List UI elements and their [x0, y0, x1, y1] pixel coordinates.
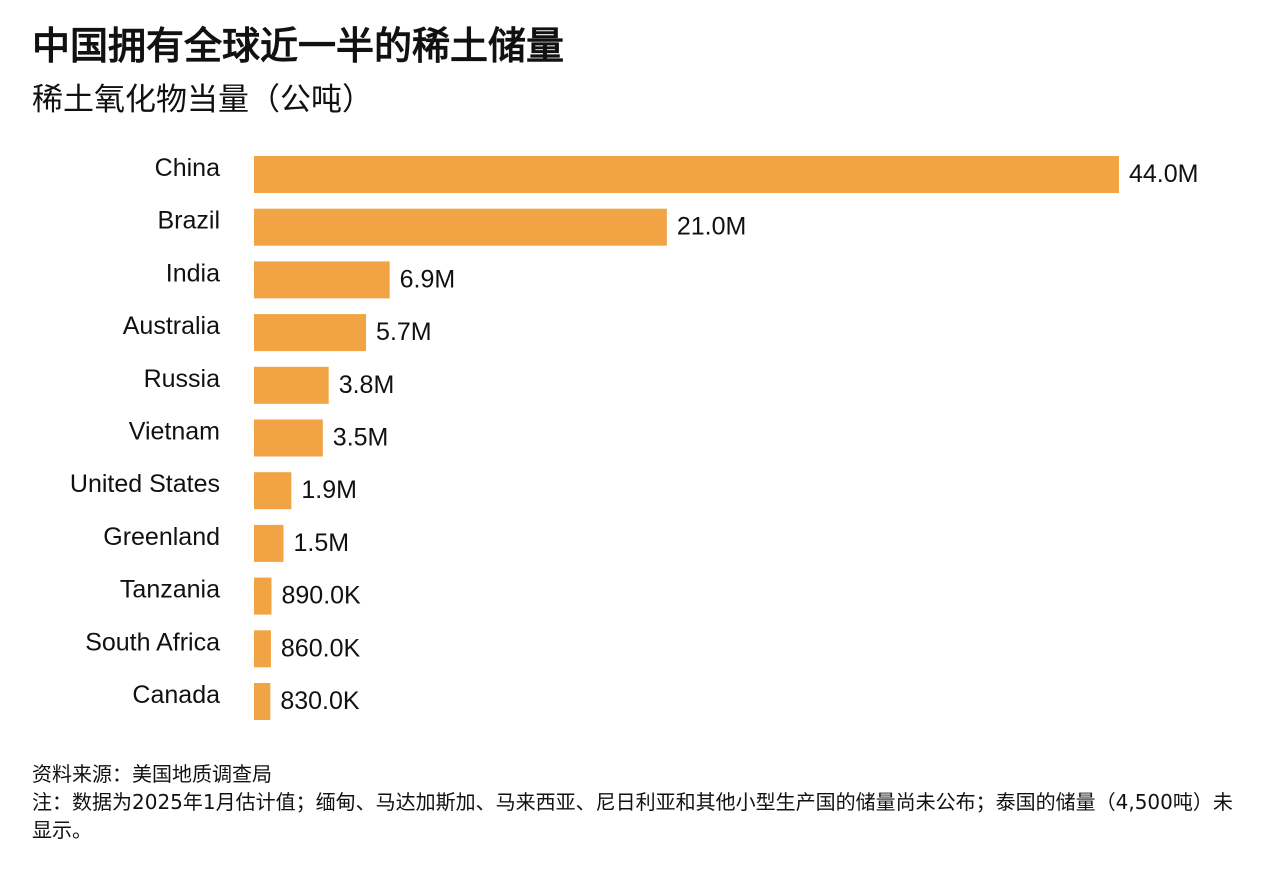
chart-title: 中国拥有全球近一半的稀土储量	[32, 24, 565, 68]
value-label-russia: 3.8M	[339, 371, 395, 399]
category-label-australia: Australia	[123, 312, 220, 340]
category-label-brazil: Brazil	[157, 207, 220, 235]
category-label-russia: Russia	[144, 365, 221, 393]
value-label-brazil: 21.0M	[677, 213, 746, 241]
bar-canada	[254, 683, 271, 720]
value-label-canada: 830.0K	[280, 687, 360, 715]
category-label-tanzania: Tanzania	[120, 576, 220, 604]
category-label-vietnam: Vietnam	[129, 418, 220, 446]
value-label-china: 44.0M	[1129, 160, 1198, 188]
bar-russia	[254, 366, 329, 404]
value-label-united-states: 1.9M	[301, 476, 357, 504]
value-label-australia: 5.7M	[376, 318, 432, 346]
value-label-india: 6.9M	[400, 265, 456, 293]
bar-chart: China 44.0M Brazil 21.0M India 6.9M Australia 5…	[70, 154, 1198, 720]
value-label-vietnam: 3.5M	[333, 424, 389, 452]
bar-tanzania	[254, 577, 272, 615]
footnote: 注：数据为2025年1月估计值；缅甸、马达加斯加、马来西亚、尼日利亚和其他小型生…	[32, 790, 1233, 842]
value-label-south-africa: 860.0K	[281, 634, 361, 662]
category-label-india: India	[166, 259, 220, 287]
bar-vietnam	[254, 419, 323, 457]
bar-india	[254, 261, 390, 299]
bar-united-states	[254, 472, 292, 510]
bar-china	[254, 156, 1119, 193]
bar-brazil	[254, 208, 667, 246]
value-label-tanzania: 890.0K	[281, 582, 361, 610]
chart-subtitle: 稀土氧化物当量（公吨）	[32, 82, 373, 118]
bar-australia	[254, 314, 367, 352]
source-note: 资料来源：美国地质调查局	[32, 762, 272, 786]
category-label-united-states: United States	[70, 470, 220, 498]
category-label-china: China	[155, 154, 220, 182]
value-label-greenland: 1.5M	[293, 529, 349, 557]
category-label-south-africa: South Africa	[85, 628, 220, 656]
category-label-canada: Canada	[132, 681, 220, 709]
bar-greenland	[254, 524, 284, 562]
category-label-greenland: Greenland	[103, 523, 220, 551]
bar-south-africa	[254, 630, 271, 668]
footer: 资料来源：美国地质调查局 注：数据为2025年1月估计值；缅甸、马达加斯加、马来…	[32, 760, 1248, 844]
